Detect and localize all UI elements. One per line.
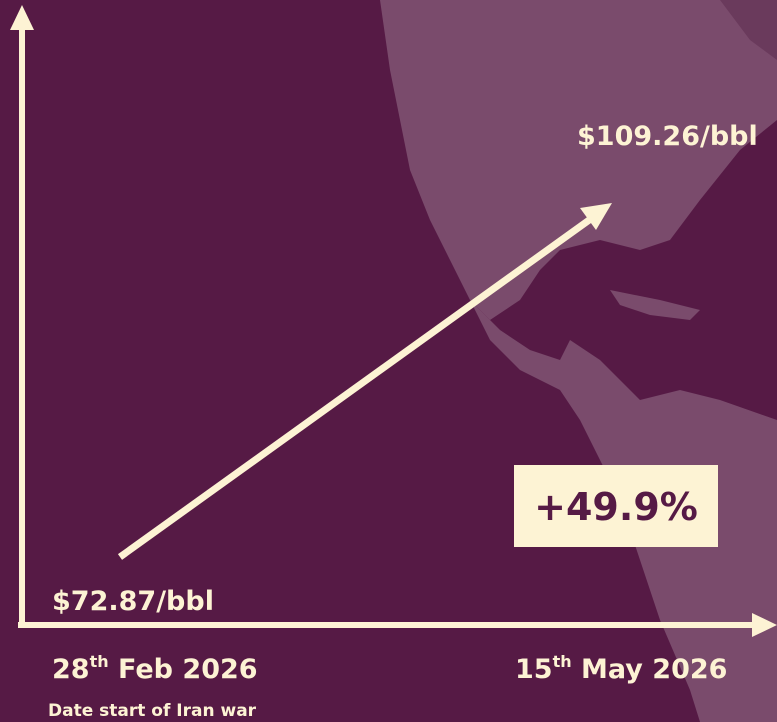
end-suffix: th bbox=[553, 652, 572, 671]
y-arrowhead bbox=[10, 5, 34, 30]
end-month: May 2026 bbox=[572, 654, 728, 685]
change-label: +49.9% bbox=[534, 485, 698, 529]
end-date: 15th May 2026 bbox=[515, 652, 727, 685]
start-date: 28th Feb 2026 bbox=[52, 652, 258, 685]
start-suffix: th bbox=[90, 652, 109, 671]
start-note: Date start of Iran war bbox=[48, 701, 257, 721]
change-box bbox=[514, 465, 718, 547]
start-day: 28 bbox=[52, 654, 90, 685]
x-arrowhead bbox=[752, 613, 777, 637]
end-price: $109.26/bbl bbox=[577, 121, 758, 152]
trend-arrowhead bbox=[580, 203, 612, 230]
axes bbox=[10, 5, 777, 637]
start-month: Feb 2026 bbox=[109, 654, 258, 685]
start-price: $72.87/bbl bbox=[52, 586, 214, 617]
map bbox=[380, 0, 777, 722]
end-day: 15 bbox=[515, 654, 553, 685]
trend-arrow bbox=[117, 215, 595, 560]
